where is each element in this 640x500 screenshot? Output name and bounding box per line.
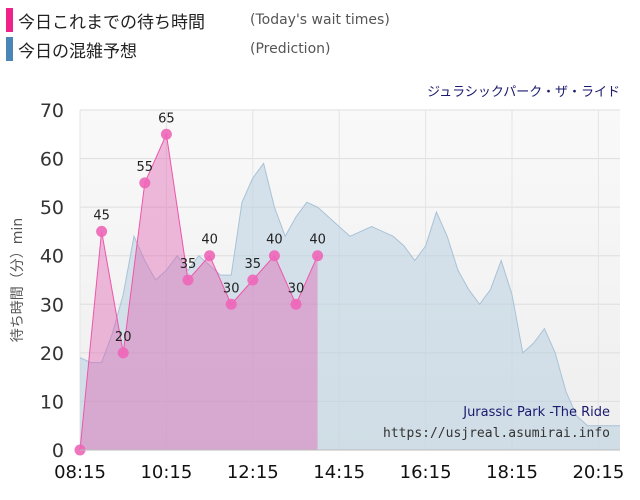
data-label: 65	[158, 111, 175, 126]
legend-item-actual: 今日これまでの待ち時間 (Today's wait times)	[6, 7, 390, 33]
y-tick-label: 70	[40, 100, 64, 122]
data-label: 40	[201, 233, 218, 248]
legend-item-prediction: 今日の混雑予想 (Prediction)	[6, 36, 330, 62]
legend-label-prediction: 今日の混雑予想	[18, 41, 137, 62]
x-tick-label: 18:15	[486, 462, 538, 483]
data-label: 30	[223, 281, 240, 296]
data-label: 35	[245, 257, 262, 272]
y-tick-label: 50	[40, 197, 64, 219]
data-label: 30	[288, 281, 305, 296]
legend-swatch-prediction	[6, 37, 13, 61]
chart-subtitle: Jurassic Park -The Ride	[462, 405, 610, 420]
y-axis-label: 待ち時間（分）min	[10, 218, 26, 342]
x-tick-label: 12:15	[227, 462, 279, 483]
x-tick-label: 08:15	[54, 462, 106, 483]
y-tick-label: 60	[40, 149, 64, 171]
y-tick-label: 0	[52, 440, 64, 462]
data-point	[290, 298, 302, 310]
data-label: 55	[137, 160, 154, 175]
data-label: 40	[266, 233, 283, 248]
legend-sublabel-actual: (Today's wait times)	[250, 12, 390, 28]
x-tick-label: 20:15	[572, 462, 624, 483]
actual-area	[80, 134, 318, 451]
data-point	[160, 128, 172, 140]
data-point	[225, 298, 237, 310]
prediction-line	[79, 162, 620, 427]
data-point	[182, 274, 194, 286]
legend-swatch-actual	[6, 8, 13, 32]
y-tick-label: 40	[40, 246, 64, 268]
x-tick-label: 10:15	[140, 462, 192, 483]
data-point	[96, 225, 108, 237]
y-tick-label: 30	[40, 294, 64, 316]
y-tick-label: 10	[40, 391, 64, 413]
y-tick-label: 20	[40, 343, 64, 365]
data-point	[247, 274, 259, 286]
chart-title: ジュラシックパーク・ザ・ライド	[427, 85, 620, 100]
x-tick-label: 16:15	[400, 462, 452, 483]
legend-label-actual: 今日これまでの待ち時間	[18, 12, 205, 33]
data-label: 20	[115, 330, 132, 345]
data-point	[139, 177, 151, 189]
data-label: 45	[93, 208, 110, 223]
prediction-area	[80, 163, 620, 450]
chart-source: https://usjreal.asumirai.info	[383, 426, 610, 441]
data-point	[204, 250, 216, 262]
data-point	[312, 250, 324, 262]
data-point	[268, 250, 280, 262]
data-label: 40	[309, 233, 326, 248]
actual-line	[79, 132, 319, 451]
data-point	[117, 347, 129, 359]
x-tick-label: 14:15	[313, 462, 365, 483]
data-label: 35	[180, 257, 197, 272]
legend-sublabel-prediction: (Prediction)	[250, 41, 331, 57]
